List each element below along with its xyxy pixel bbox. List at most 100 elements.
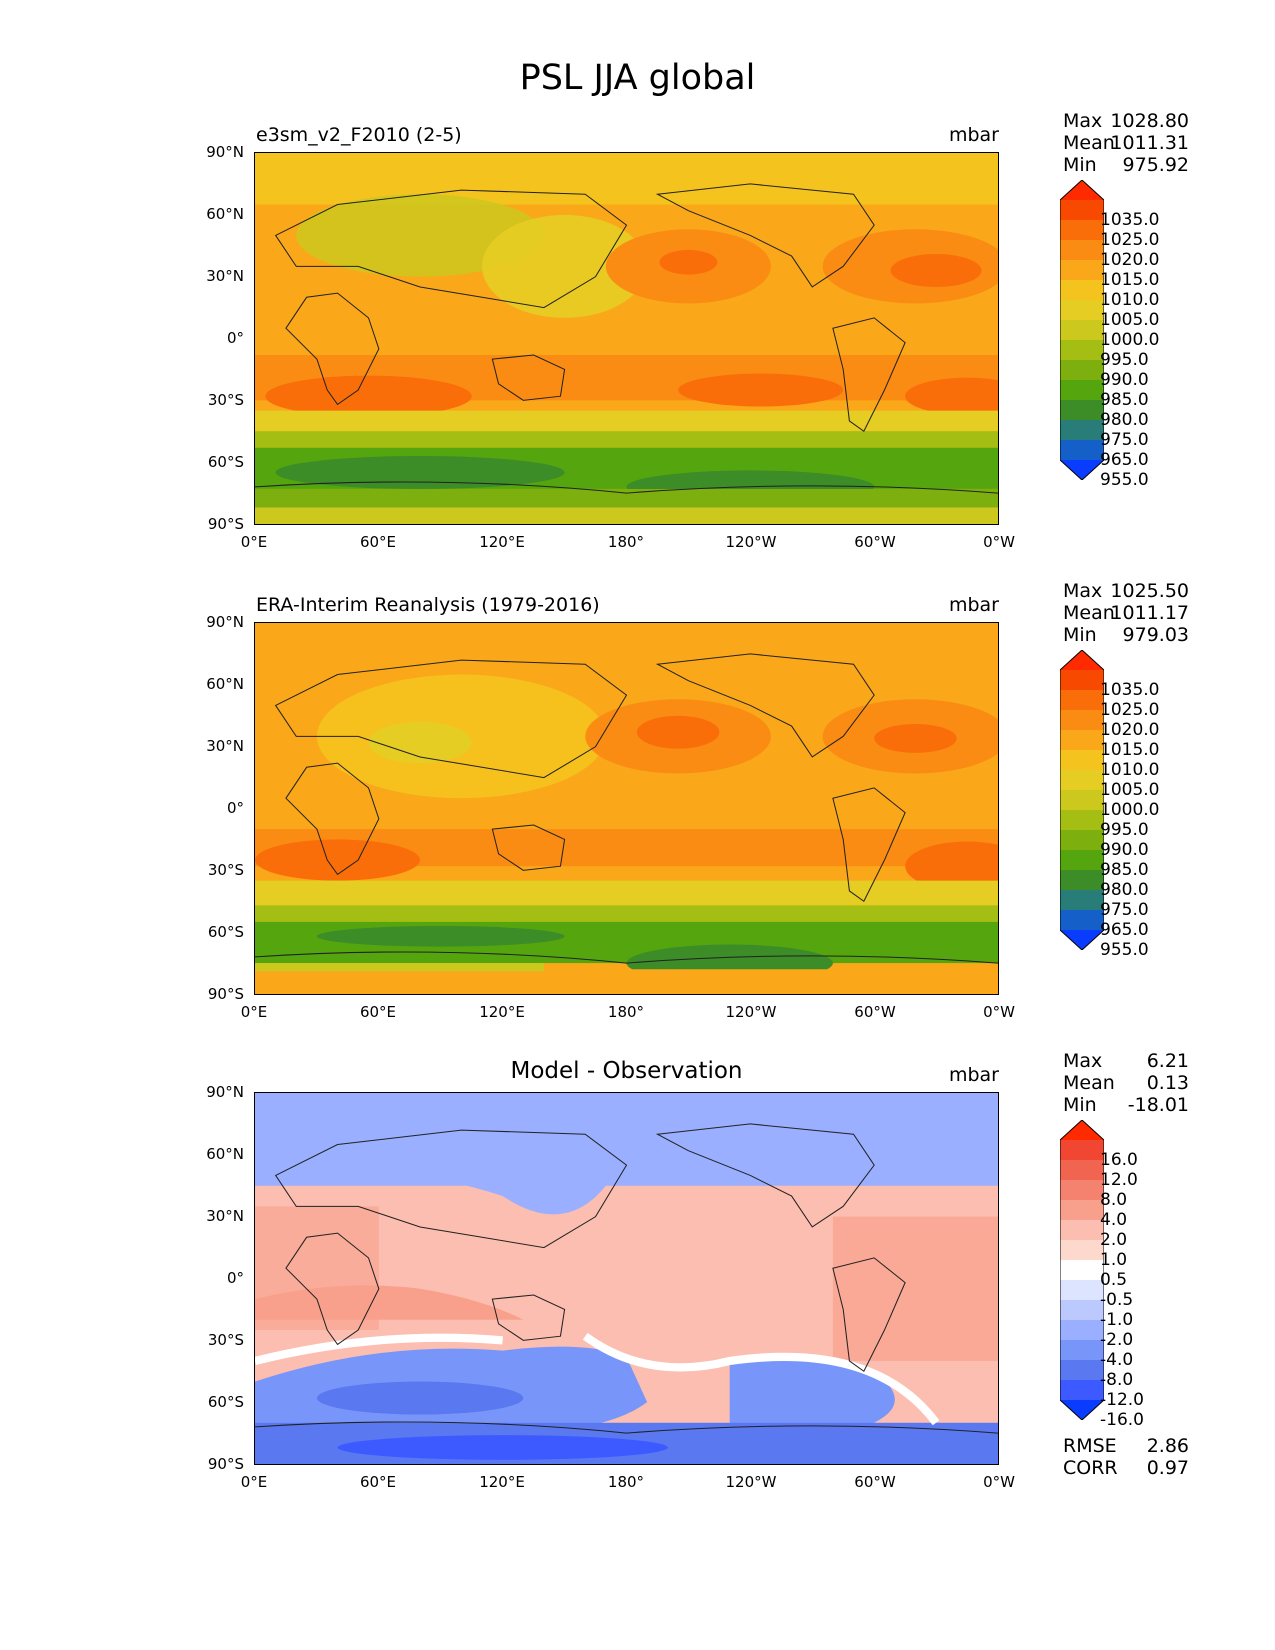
- colorbar-segment: [1060, 730, 1104, 751]
- colorbar-tick-label: -4.0: [1100, 1350, 1134, 1370]
- colorbar-tick-label: 1035.0: [1100, 210, 1160, 230]
- colorbar-tick-label: 1000.0: [1100, 800, 1160, 820]
- lon-tick: 120°E: [479, 1003, 525, 1021]
- rmse-value: 2.86: [1146, 1435, 1189, 1457]
- stat-min-value: -18.01: [1127, 1094, 1189, 1116]
- colorbar-tick-label: -0.5: [1100, 1290, 1134, 1310]
- stat-min-label: Min: [1063, 1094, 1097, 1116]
- units-label: mbar: [948, 124, 999, 146]
- lat-tick: 30°N: [206, 737, 244, 755]
- colorbar-tick-label: -1.0: [1100, 1310, 1134, 1330]
- stat-max-value: 1025.50: [1110, 580, 1189, 602]
- lon-tick: 0°W: [983, 533, 1015, 551]
- colorbar-tick-label: 1035.0: [1100, 680, 1160, 700]
- colorbar-segment: [1060, 380, 1104, 401]
- colorbar-extend-top: [1060, 650, 1104, 670]
- lon-tick: 60°E: [359, 1473, 397, 1491]
- lat-tick: 0°: [226, 1269, 244, 1287]
- colorbar-segment: [1060, 340, 1104, 361]
- colorbar-segment: [1060, 1240, 1104, 1261]
- lon-tick: 0°E: [240, 1473, 268, 1491]
- stat-max-label: Max: [1063, 580, 1103, 602]
- stat-max-label: Max: [1063, 1050, 1103, 1072]
- lon-tick: 0°E: [240, 1003, 268, 1021]
- lon-tick: 180°: [607, 1473, 645, 1491]
- colorbar-segment: [1060, 360, 1104, 381]
- lat-tick: 90°N: [206, 1083, 244, 1101]
- colorbar-tick-label: 975.0: [1100, 900, 1149, 920]
- map-plot-difference: [254, 1092, 999, 1465]
- colorbar-segment: [1060, 280, 1104, 301]
- stat-min-label: Min: [1063, 624, 1097, 646]
- colorbar-segment: [1060, 690, 1104, 711]
- colorbar-tick-label: 980.0: [1100, 410, 1149, 430]
- colorbar-segment: [1060, 1320, 1104, 1341]
- colorbar-segment: [1060, 710, 1104, 731]
- psl-difference-map: [255, 1093, 998, 1464]
- lat-tick: 90°N: [206, 613, 244, 631]
- colorbar-segment: [1060, 1200, 1104, 1221]
- colorbar-segment: [1060, 220, 1104, 241]
- panel-difference: Model - Observation mbar 90°N 6: [0, 1050, 1275, 1510]
- stat-mean-value: 1011.17: [1110, 602, 1189, 624]
- units-label: mbar: [948, 594, 999, 616]
- colorbar-tick-label: 985.0: [1100, 390, 1149, 410]
- stats-box: Max 6.21 Mean 0.13 Min -18.01: [1063, 1050, 1189, 1116]
- lon-tick: 0°W: [983, 1473, 1015, 1491]
- lat-tick: 90°S: [207, 1455, 244, 1473]
- stat-max-value: 1028.80: [1110, 110, 1189, 132]
- colorbar-segment: [1060, 1380, 1104, 1401]
- colorbar-extend-bottom: [1060, 1400, 1104, 1420]
- colorbar-segment: [1060, 1180, 1104, 1201]
- lat-tick: 90°N: [206, 143, 244, 161]
- lon-tick: 60°W: [854, 1473, 896, 1491]
- colorbar-tick-label: -12.0: [1100, 1390, 1144, 1410]
- lon-tick: 0°E: [240, 533, 268, 551]
- colorbar: [1060, 180, 1104, 480]
- colorbar-segment: [1060, 750, 1104, 771]
- colorbar-segment: [1060, 870, 1104, 891]
- lon-tick: 60°E: [359, 533, 397, 551]
- map-plot-observation: [254, 622, 999, 995]
- lat-tick: 30°S: [207, 391, 244, 409]
- psl-field-map: [255, 623, 998, 994]
- colorbar-segment: [1060, 1300, 1104, 1321]
- colorbar-segment: [1060, 200, 1104, 221]
- lat-tick: 60°N: [206, 1145, 244, 1163]
- lat-tick: 30°S: [207, 1331, 244, 1349]
- lat-tick: 60°S: [207, 1393, 244, 1411]
- stat-mean-label: Mean: [1063, 602, 1115, 624]
- colorbar-tick-label: 1025.0: [1100, 230, 1160, 250]
- colorbar-segment: [1060, 240, 1104, 261]
- lat-tick: 60°S: [207, 453, 244, 471]
- colorbar-tick-label: 1000.0: [1100, 330, 1160, 350]
- corr-value: 0.97: [1146, 1457, 1189, 1479]
- units-label: mbar: [948, 1064, 999, 1086]
- colorbar-segment: [1060, 1260, 1104, 1281]
- lat-tick: 30°N: [206, 1207, 244, 1225]
- colorbar-segment: [1060, 670, 1104, 691]
- lon-tick: 0°W: [983, 1003, 1015, 1021]
- colorbar-segment: [1060, 850, 1104, 871]
- colorbar-tick-label: 985.0: [1100, 860, 1149, 880]
- colorbar-tick-label: -16.0: [1100, 1410, 1144, 1430]
- panel-model: e3sm_v2_F2010 (2-5) mbar: [0, 110, 1275, 570]
- colorbar-tick-label: 975.0: [1100, 430, 1149, 450]
- colorbar-tick-label: 995.0: [1100, 820, 1149, 840]
- lon-tick: 120°E: [479, 533, 525, 551]
- colorbar-segment: [1060, 830, 1104, 851]
- colorbar-extend-top: [1060, 1120, 1104, 1140]
- stat-min-value: 975.92: [1122, 154, 1189, 176]
- colorbar-segment: [1060, 260, 1104, 281]
- colorbar-tick-label: 4.0: [1100, 1210, 1128, 1230]
- lat-tick: 60°N: [206, 675, 244, 693]
- colorbar-tick-label: 990.0: [1100, 370, 1149, 390]
- lat-tick: 90°S: [207, 515, 244, 533]
- stat-min-value: 979.03: [1122, 624, 1189, 646]
- stats-box: Max 1028.80 Mean 1011.31 Min 975.92: [1063, 110, 1189, 176]
- colorbar-segment: [1060, 890, 1104, 911]
- lon-tick: 60°W: [854, 533, 896, 551]
- colorbar-extend-top: [1060, 180, 1104, 200]
- lon-tick: 120°W: [725, 1003, 777, 1021]
- colorbar-tick-label: 16.0: [1100, 1150, 1138, 1170]
